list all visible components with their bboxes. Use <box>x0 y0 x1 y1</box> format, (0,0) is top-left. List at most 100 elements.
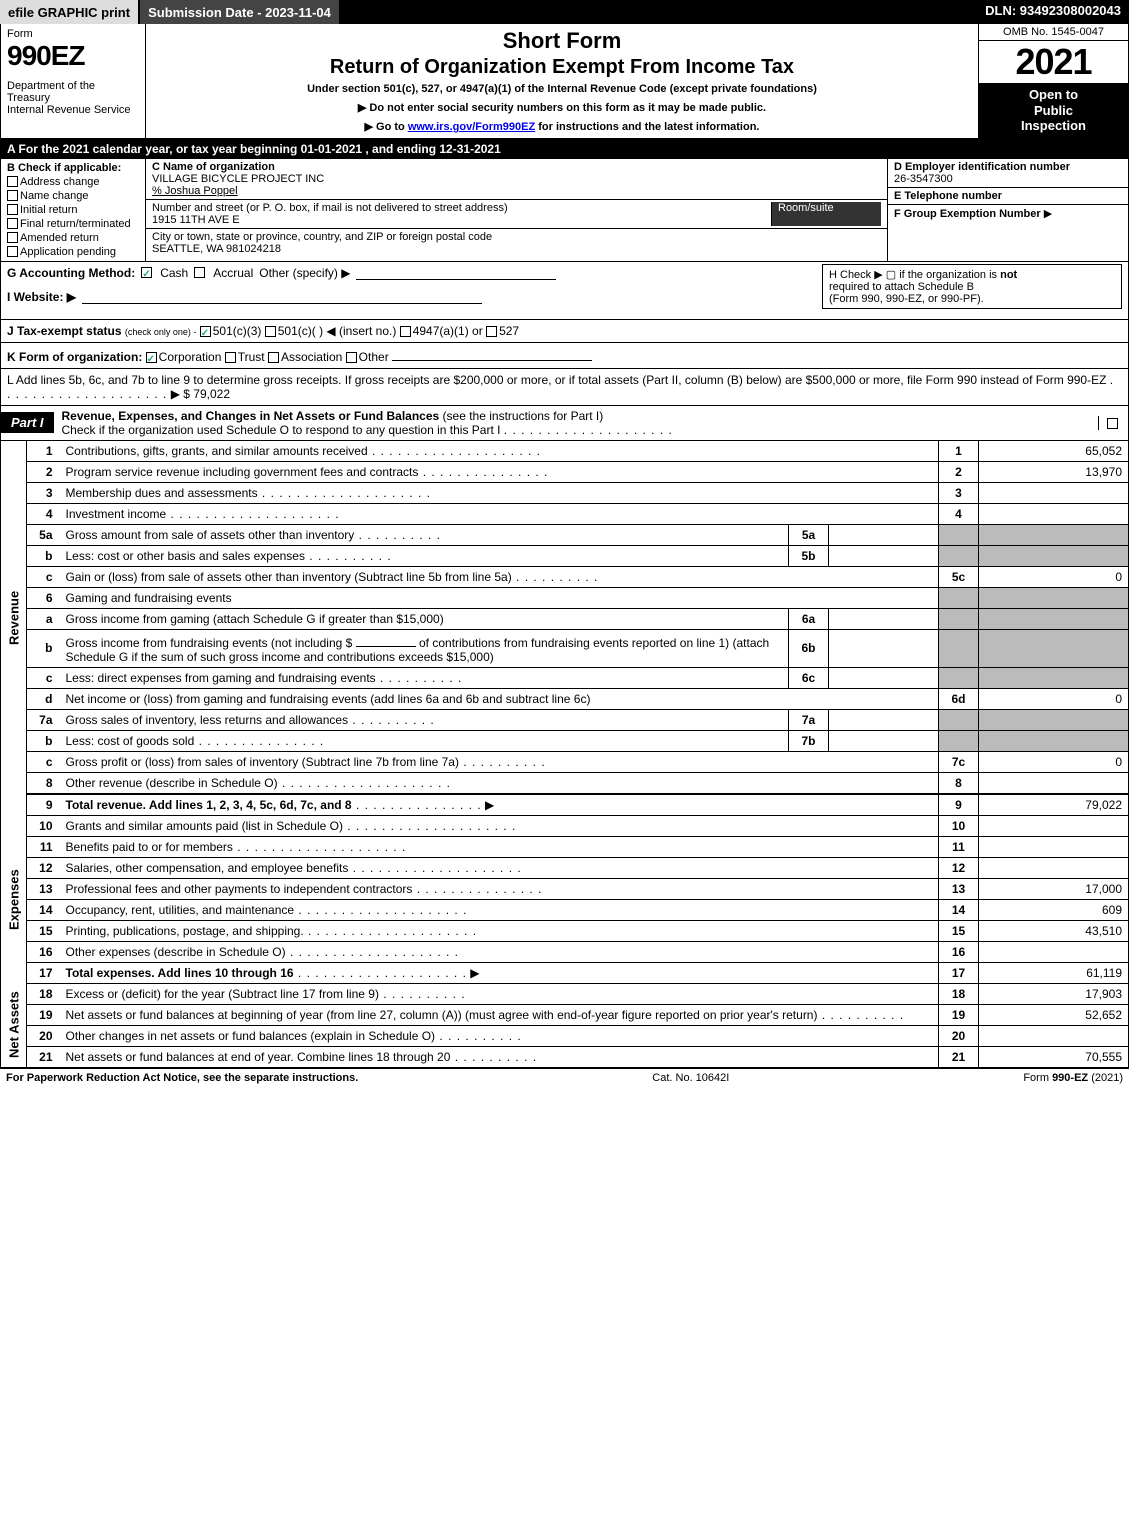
inner-val <box>829 545 939 566</box>
side-revenue: Revenue <box>1 441 27 794</box>
line-amount-shade <box>979 709 1129 730</box>
care-of: % Joshua Poppel <box>152 185 238 197</box>
form-header-right: OMB No. 1545-0047 2021 Open to Public In… <box>978 24 1128 138</box>
line-amount <box>979 857 1129 878</box>
chk-address-change-label: Address change <box>20 176 100 188</box>
line-ref: 2 <box>939 461 979 482</box>
website-input[interactable] <box>82 290 482 304</box>
form-header: Form 990EZ Department of the Treasury In… <box>0 24 1129 139</box>
table-row: 19 Net assets or fund balances at beginn… <box>1 1004 1129 1025</box>
footer-left: For Paperwork Reduction Act Notice, see … <box>6 1072 358 1084</box>
inner-ref: 6a <box>789 608 829 629</box>
line-text: Excess or (deficit) for the year (Subtra… <box>66 987 379 1001</box>
line-ref: 4 <box>939 503 979 524</box>
chk-other-org[interactable] <box>346 352 357 363</box>
k-trust: Trust <box>238 350 265 364</box>
h-not: not <box>1000 269 1017 281</box>
d-ein-header: D Employer identification number <box>894 161 1122 173</box>
chk-initial-return[interactable]: Initial return <box>7 204 139 216</box>
chk-association[interactable] <box>268 352 279 363</box>
table-row: c Gain or (loss) from sale of assets oth… <box>1 566 1129 587</box>
line-amount <box>979 503 1129 524</box>
footer-right: Form 990-EZ (2021) <box>1023 1072 1123 1084</box>
line-amount-shade <box>979 545 1129 566</box>
line-amount: 43,510 <box>979 920 1129 941</box>
l-text: L Add lines 5b, 6c, and 7b to line 9 to … <box>7 373 1106 387</box>
line-text: Benefits paid to or for members <box>66 840 233 854</box>
chk-final-return-label: Final return/terminated <box>20 218 131 230</box>
line-text: Contributions, gifts, grants, and simila… <box>66 444 368 458</box>
line-amount-shade <box>979 667 1129 688</box>
form-header-center: Short Form Return of Organization Exempt… <box>146 24 978 138</box>
table-row: 21 Net assets or fund balances at end of… <box>1 1046 1129 1067</box>
k-assoc: Association <box>281 350 342 364</box>
table-row: 14 Occupancy, rent, utilities, and maint… <box>1 899 1129 920</box>
chk-cash[interactable] <box>141 267 152 278</box>
inner-ref: 6b <box>789 629 829 667</box>
line-num: 3 <box>27 482 61 503</box>
form-title-long: Return of Organization Exempt From Incom… <box>152 56 972 79</box>
city-header: City or town, state or province, country… <box>152 231 492 243</box>
table-row: Revenue 1 Contributions, gifts, grants, … <box>1 441 1129 462</box>
chk-final-return[interactable]: Final return/terminated <box>7 218 139 230</box>
chk-trust[interactable] <box>225 352 236 363</box>
line-text: Net assets or fund balances at beginning… <box>66 1008 818 1022</box>
part1-table: Revenue 1 Contributions, gifts, grants, … <box>0 441 1129 1068</box>
line-amount <box>979 836 1129 857</box>
chk-501c[interactable] <box>265 326 276 337</box>
line-num: b <box>27 629 61 667</box>
line-ref: 18 <box>939 983 979 1004</box>
row-a-tax-year: A For the 2021 calendar year, or tax yea… <box>0 139 1129 159</box>
line-ref: 16 <box>939 941 979 962</box>
inner-ref: 6c <box>789 667 829 688</box>
block-bcdef: B Check if applicable: Address change Na… <box>0 159 1129 262</box>
top-bar: efile GRAPHIC print Submission Date - 20… <box>0 0 1129 24</box>
j-4947: 4947(a)(1) or <box>413 324 483 338</box>
chk-corporation[interactable] <box>146 352 157 363</box>
g-accrual: Accrual <box>213 266 253 280</box>
chk-amended-return[interactable]: Amended return <box>7 232 139 244</box>
line-text: Gross income from fundraising events (no… <box>66 636 353 650</box>
tax-year: 2021 <box>979 41 1128 83</box>
part1-tag: Part I <box>1 412 54 433</box>
line-amount-shade <box>979 608 1129 629</box>
contrib-input[interactable] <box>356 633 416 647</box>
part1-check-line: Check if the organization used Schedule … <box>62 423 501 437</box>
line-ref-shade <box>939 545 979 566</box>
chk-accrual[interactable] <box>194 267 205 278</box>
table-row: 8 Other revenue (describe in Schedule O)… <box>1 772 1129 794</box>
efile-print-button[interactable]: efile GRAPHIC print <box>0 0 140 24</box>
line-num: 7a <box>27 709 61 730</box>
chk-501c3[interactable] <box>200 326 211 337</box>
chk-4947[interactable] <box>400 326 411 337</box>
h-text3: (Form 990, 990-EZ, or 990-PF). <box>829 293 984 305</box>
h-text2: required to attach Schedule B <box>829 281 974 293</box>
table-row: b Gross income from fundraising events (… <box>1 629 1129 667</box>
line-text: Gross amount from sale of assets other t… <box>66 528 355 542</box>
irs-link[interactable]: www.irs.gov/Form990EZ <box>408 121 535 133</box>
line-ref-shade <box>939 524 979 545</box>
k-other-input[interactable] <box>392 347 592 361</box>
part1-subtitle: (see the instructions for Part I) <box>443 409 604 423</box>
table-row: c Less: direct expenses from gaming and … <box>1 667 1129 688</box>
part1-check-dots <box>504 423 673 437</box>
line-num: 9 <box>27 794 61 816</box>
chk-527[interactable] <box>486 326 497 337</box>
line-ref: 10 <box>939 815 979 836</box>
line-text: Total expenses. Add lines 10 through 16 <box>66 966 294 980</box>
inner-ref: 7a <box>789 709 829 730</box>
line-text: Other changes in net assets or fund bala… <box>66 1029 436 1043</box>
chk-address-change[interactable]: Address change <box>7 176 139 188</box>
inner-ref: 5b <box>789 545 829 566</box>
line-ref-shade <box>939 587 979 608</box>
g-other-input[interactable] <box>356 266 556 280</box>
chk-application-pending[interactable]: Application pending <box>7 246 139 258</box>
line-num: 19 <box>27 1004 61 1025</box>
table-row: 20 Other changes in net assets or fund b… <box>1 1025 1129 1046</box>
line-num: 15 <box>27 920 61 941</box>
line-num: 11 <box>27 836 61 857</box>
line-text: Membership dues and assessments <box>66 486 258 500</box>
line-text: Other expenses (describe in Schedule O) <box>66 945 286 959</box>
chk-name-change[interactable]: Name change <box>7 190 139 202</box>
part1-checkbox[interactable] <box>1098 416 1128 430</box>
